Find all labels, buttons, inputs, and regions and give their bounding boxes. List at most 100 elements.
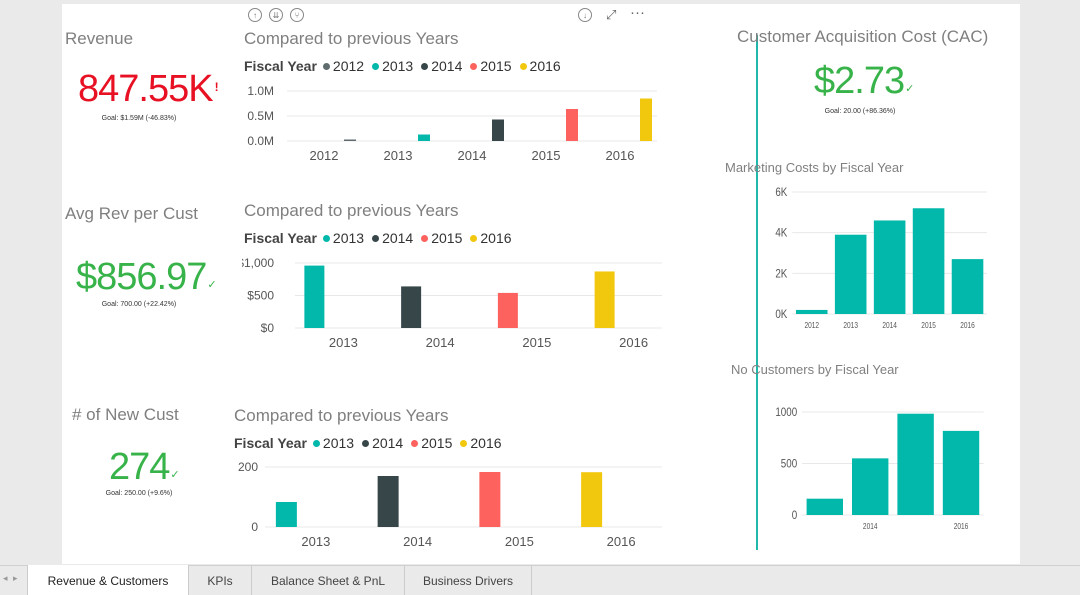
y-tick-label: 0: [792, 509, 797, 522]
legend-item-2014[interactable]: 2014: [421, 58, 462, 74]
section-divider: [756, 35, 758, 550]
new-cust-kpi-goal: Goal: 250.00 (+9.6%): [105, 490, 173, 497]
marketing-costs-chart[interactable]: 0K 2K 4K 6K 2012 2013 2014 2015 2016: [717, 180, 987, 330]
warning-icon: !: [214, 80, 219, 94]
marketing-costs-title: Marketing Costs by Fiscal Year: [725, 160, 904, 175]
focus-mode-icon[interactable]: ⤢: [606, 7, 617, 22]
avg-rev-kpi-card[interactable]: $856.97 ✓: [76, 256, 217, 299]
legend-label: 2015: [431, 230, 463, 246]
new-cust-kpi-card[interactable]: 274 ✓: [109, 446, 180, 489]
x-tick-label: 2014: [458, 148, 487, 163]
download-icon[interactable]: ↓: [578, 8, 592, 22]
chart-1-revenue-by-year[interactable]: 0.0M 0.5M 1.0M 2012 2013 2014 2015 2016: [242, 80, 662, 170]
chart-2-title: Compared to previous Years: [244, 201, 459, 220]
y-tick-label: 500: [781, 458, 797, 471]
avg-rev-kpi-title: Avg Rev per Cust: [65, 204, 198, 223]
legend-label: 2012: [332, 58, 365, 74]
bar-2013: [275, 502, 297, 527]
chart-3-legend[interactable]: Fiscal Year 2013 2014 2015 2016: [234, 435, 510, 451]
drill-up-icon[interactable]: ↑: [248, 8, 262, 22]
y-tick-label: $500: [247, 289, 274, 303]
drill-down-level-icon[interactable]: ⇊: [269, 8, 283, 22]
cac-kpi-goal: Goal: 20.00 (+86.36%): [824, 108, 896, 115]
legend-item-2013[interactable]: 2013: [312, 435, 355, 451]
cac-kpi-title: Customer Acquisition Cost (CAC): [737, 27, 989, 46]
cac-kpi-card[interactable]: $2.73 ✓: [814, 60, 914, 103]
revenue-kpi-title: Revenue: [65, 29, 134, 48]
y-tick-label: 4K: [775, 227, 788, 240]
no-customers-title: No Customers by Fiscal Year: [731, 362, 899, 377]
revenue-kpi-value: 847.55K: [78, 68, 214, 110]
legend-label: 2015: [480, 58, 512, 74]
chart-1-title: Compared to previous Years: [244, 29, 459, 48]
x-tick-label: 2015: [505, 534, 534, 549]
x-tick-label: 2016: [607, 534, 636, 549]
legend-item-2014[interactable]: 2014: [372, 230, 413, 246]
no-customers-chart[interactable]: 0 500 1000 2014 2016: [717, 392, 987, 537]
scroll-right-icon[interactable]: ▸: [13, 573, 18, 583]
legend-dot: [322, 234, 330, 242]
y-tick-label: 6K: [775, 186, 788, 199]
x-tick-label: 2014: [863, 521, 878, 531]
legend-item-2016[interactable]: 2016: [519, 58, 561, 74]
bar-2013: [418, 134, 430, 141]
y-tick-label: $0: [261, 321, 275, 335]
legend-item-2014[interactable]: 2014: [362, 435, 403, 451]
legend-label: 2014: [382, 230, 414, 246]
legend-item-2015[interactable]: 2015: [470, 58, 512, 74]
bar-2012: [344, 139, 356, 141]
expand-all-icon[interactable]: ⑂: [290, 8, 304, 22]
chart-2-avg-rev-by-year[interactable]: $0 $500 $1,000 2013 2014 2015 2016: [242, 252, 662, 352]
legend-item-2016[interactable]: 2016: [470, 230, 512, 246]
tab-kpis[interactable]: KPIs: [189, 566, 252, 595]
bar-2014: [401, 286, 422, 328]
y-tick-label: 0.5M: [247, 109, 274, 123]
legend-label: 2013: [322, 435, 355, 451]
legend-item-2016[interactable]: 2016: [460, 435, 502, 451]
bar: [951, 259, 984, 314]
bar-2015: [479, 472, 501, 527]
more-options-icon[interactable]: ···: [630, 4, 645, 21]
tab-balance-sheet-pnl[interactable]: Balance Sheet & PnL: [252, 566, 405, 595]
legend-dot: [460, 439, 468, 447]
legend-dot: [312, 439, 320, 447]
chart-3-new-cust-by-year[interactable]: 0 200 2013 2014 2015 2016: [232, 457, 662, 557]
y-tick-label: 1000: [775, 406, 797, 419]
x-tick-label: 2015: [522, 335, 551, 350]
bar: [897, 413, 934, 515]
legend-dot: [411, 439, 419, 447]
legend-dot: [421, 234, 429, 242]
legend-label: 2014: [372, 435, 404, 451]
scroll-left-icon[interactable]: ◂: [3, 573, 8, 583]
tab-business-drivers[interactable]: Business Drivers: [405, 566, 532, 595]
x-tick-label: 2014: [426, 335, 455, 350]
x-tick-label: 2013: [301, 534, 330, 549]
legend-item-2015[interactable]: 2015: [411, 435, 452, 451]
y-tick-label: $1,000: [242, 256, 274, 270]
y-tick-label: 200: [238, 460, 258, 474]
chart-2-legend[interactable]: Fiscal Year 2013 2014 2015 2016: [244, 230, 520, 246]
x-tick-label: 2016: [960, 320, 975, 330]
legend-item-2013[interactable]: 2013: [372, 58, 413, 74]
legend-dot: [470, 234, 478, 242]
x-tick-label: 2013: [843, 320, 858, 330]
y-tick-label: 0K: [775, 308, 788, 321]
x-tick-label: 2015: [921, 320, 936, 330]
bar: [852, 458, 889, 515]
report-canvas: ↑ ⇊ ⑂ ↓ ⤢ ··· Revenue 847.55K ! Goal: $1…: [62, 4, 1020, 564]
x-tick-label: 2012: [310, 148, 339, 163]
page-tab-bar: ◂ ▸ Revenue & Customers KPIs Balance She…: [0, 565, 1080, 595]
legend-item-2012[interactable]: 2012: [322, 58, 365, 74]
revenue-kpi-card[interactable]: 847.55K !: [78, 68, 219, 111]
legend-label: 2013: [382, 58, 414, 74]
legend-item-2015[interactable]: 2015: [421, 230, 462, 246]
bar-2016: [581, 472, 603, 527]
x-tick-label: 2014: [403, 534, 432, 549]
new-cust-kpi-title: # of New Cust: [72, 405, 179, 424]
tab-revenue-customers[interactable]: Revenue & Customers: [27, 565, 189, 595]
x-tick-label: 2015: [532, 148, 561, 163]
chart-1-legend[interactable]: Fiscal Year 2012 2013 2014 2015 2016: [244, 58, 569, 74]
x-tick-label: 2016: [606, 148, 635, 163]
legend-item-2013[interactable]: 2013: [322, 230, 364, 246]
